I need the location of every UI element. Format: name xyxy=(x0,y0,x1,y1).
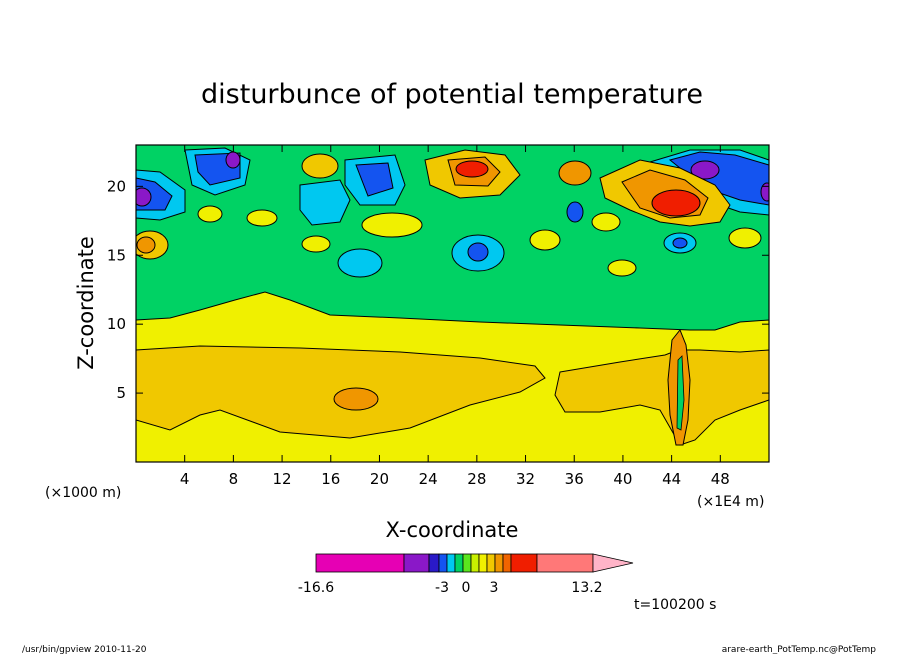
x-tick-label: 8 xyxy=(229,470,239,488)
cold-region-g xyxy=(672,237,688,249)
plot-frame xyxy=(135,144,770,463)
x-axis-ticks: 4 8 12 16 20 24 28 32 36 40 44 48 xyxy=(180,145,730,488)
colorbar-segment xyxy=(462,553,472,573)
footer-right: arare-earth_PotTemp.nc@PotTemp xyxy=(722,645,877,654)
coldest-core-left xyxy=(136,187,152,207)
x-tick-label: 44 xyxy=(662,470,681,488)
colorbar-label: 3 xyxy=(490,580,499,596)
cold-region-h xyxy=(566,201,584,223)
colorbar-segment xyxy=(315,553,405,573)
colorbar-arrow xyxy=(592,553,634,573)
y-tick-label: 20 xyxy=(107,177,126,195)
colorbar-label: -16.6 xyxy=(298,580,334,596)
cool-region-d xyxy=(337,248,383,278)
x-tick-label: 32 xyxy=(516,470,535,488)
patch-g xyxy=(728,227,762,249)
coldest-core-edge xyxy=(760,182,769,202)
colorbar-segment xyxy=(502,553,512,573)
cold-region-c xyxy=(355,162,394,197)
x-tick-label: 48 xyxy=(711,470,730,488)
x-tick-label: 4 xyxy=(180,470,190,488)
x-unit-right: (×1E4 m) xyxy=(697,494,764,510)
coldest-core-f xyxy=(690,160,720,180)
y-tick-label: 10 xyxy=(107,315,126,333)
x-tick-label: 16 xyxy=(321,470,340,488)
y-axis-ticks: 5 10 15 20 xyxy=(107,177,769,402)
colorbar-segment xyxy=(470,553,480,573)
warm-core-lower xyxy=(333,387,379,411)
coldest-core-a xyxy=(225,151,241,169)
colorbar-labels: -16.6 -3 0 3 13.2 xyxy=(298,580,603,596)
x-tick-label: 24 xyxy=(419,470,438,488)
x-tick-label: 40 xyxy=(613,470,632,488)
cool-region-b xyxy=(299,179,351,226)
colorbar-segment xyxy=(438,553,448,573)
colorbar-segment xyxy=(454,553,464,573)
x-tick-label: 20 xyxy=(370,470,389,488)
patch-a xyxy=(197,205,223,223)
colorbar-segment xyxy=(446,553,456,573)
y-tick-label: 15 xyxy=(107,246,126,264)
y-tick-label: 5 xyxy=(116,384,126,402)
patch-f xyxy=(591,212,621,232)
footer-left: /usr/bin/gpview 2010-11-20 xyxy=(22,645,147,654)
plume-core xyxy=(676,355,685,431)
patch-h xyxy=(607,259,637,277)
colorbar-label: -3 xyxy=(435,580,449,596)
chart-title: disturbunce of potential temperature xyxy=(201,79,703,110)
patch-d xyxy=(361,212,423,238)
patch-e xyxy=(529,229,561,251)
colorbar-segment xyxy=(486,553,496,573)
y-axis-label: Z-coordinate xyxy=(74,236,98,370)
patch-c xyxy=(301,235,331,253)
x-axis-label: X-coordinate xyxy=(386,518,519,542)
warm-region-c xyxy=(558,160,592,186)
warm-core-e xyxy=(136,236,156,254)
cold-region-e xyxy=(467,242,489,262)
colorbar-segment xyxy=(403,553,430,573)
time-annotation: t=100200 s xyxy=(634,597,716,613)
colorbar-segment xyxy=(510,553,538,573)
colorbar-segment xyxy=(494,553,504,573)
contour-field xyxy=(136,145,769,462)
x-tick-label: 36 xyxy=(565,470,584,488)
patch-b xyxy=(246,209,278,227)
warm-region-d xyxy=(301,153,339,179)
warm-core-b xyxy=(455,160,489,178)
colorbar xyxy=(315,553,634,573)
x-tick-label: 28 xyxy=(467,470,486,488)
colorbar-segment xyxy=(536,553,594,573)
warmest-core xyxy=(651,189,701,217)
colorbar-segment xyxy=(428,553,440,573)
colorbar-label: 13.2 xyxy=(571,580,602,596)
x-unit-left: (×1000 m) xyxy=(45,485,121,501)
x-tick-label: 12 xyxy=(273,470,292,488)
colorbar-segment xyxy=(478,553,488,573)
colorbar-label: 0 xyxy=(462,580,471,596)
